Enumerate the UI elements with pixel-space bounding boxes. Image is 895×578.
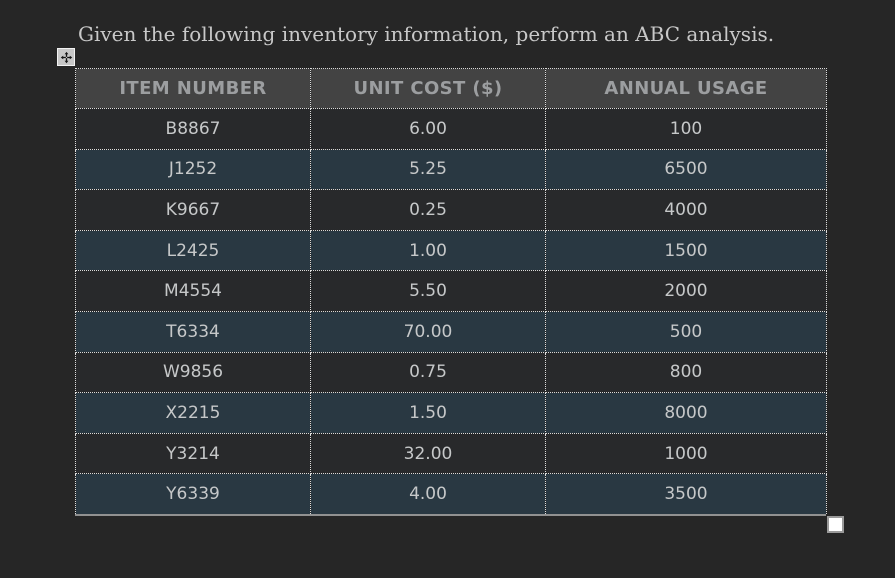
table-cell[interactable]: B8867: [75, 108, 311, 150]
inventory-table-body: B8867 6.00 100 J1252 5.25 6500 K9667 0.25 4000 L2…: [75, 108, 827, 515]
table-row[interactable]: T6334 70.00 500: [75, 310, 827, 353]
resize-handle[interactable]: [827, 516, 844, 533]
table-cell[interactable]: 4.00: [310, 473, 546, 515]
table-cell[interactable]: 800: [545, 351, 827, 394]
column-header[interactable]: UNIT COST ($): [310, 68, 546, 109]
table-cell[interactable]: 4000: [545, 189, 827, 231]
column-header[interactable]: ANNUAL USAGE: [545, 68, 827, 109]
move-icon: [60, 51, 73, 64]
table-cell[interactable]: 0.25: [310, 189, 546, 231]
table-row[interactable]: B8867 6.00 100: [75, 108, 827, 150]
table-cell[interactable]: M4554: [75, 270, 311, 312]
table-cell[interactable]: 32.00: [310, 432, 546, 475]
column-header[interactable]: ITEM NUMBER: [75, 68, 311, 109]
table-cell[interactable]: Y6339: [75, 473, 311, 515]
table-cell[interactable]: L2425: [75, 229, 311, 272]
table-cell[interactable]: K9667: [75, 189, 311, 231]
table-cell[interactable]: T6334: [75, 310, 311, 353]
table-row[interactable]: L2425 1.00 1500: [75, 229, 827, 272]
table-row[interactable]: K9667 0.25 4000: [75, 189, 827, 231]
table-cell[interactable]: 2000: [545, 270, 827, 312]
table-cell[interactable]: X2215: [75, 392, 311, 434]
table-cell[interactable]: 8000: [545, 392, 827, 434]
move-handle[interactable]: [57, 48, 75, 66]
table-cell[interactable]: 1500: [545, 229, 827, 272]
table-cell[interactable]: 100: [545, 108, 827, 150]
table-cell[interactable]: 3500: [545, 473, 827, 515]
table-cell[interactable]: 6500: [545, 148, 827, 191]
table-cell[interactable]: 1000: [545, 432, 827, 475]
table-cell[interactable]: W9856: [75, 351, 311, 394]
table-row[interactable]: X2215 1.50 8000: [75, 392, 827, 434]
table-cell[interactable]: 1.50: [310, 392, 546, 434]
table-cell[interactable]: Y3214: [75, 432, 311, 475]
table-row[interactable]: W9856 0.75 800: [75, 351, 827, 394]
slide-title: Given the following inventory informatio…: [78, 22, 775, 46]
table-cell[interactable]: 5.50: [310, 270, 546, 312]
table-row[interactable]: Y3214 32.00 1000: [75, 432, 827, 475]
inventory-table-head-row: ITEM NUMBER UNIT COST ($) ANNUAL USAGE: [75, 68, 827, 109]
table-cell[interactable]: J1252: [75, 148, 311, 191]
table-row[interactable]: Y6339 4.00 3500: [75, 473, 827, 515]
table-row[interactable]: J1252 5.25 6500: [75, 148, 827, 191]
table-row[interactable]: M4554 5.50 2000: [75, 270, 827, 312]
table-cell[interactable]: 1.00: [310, 229, 546, 272]
table-cell[interactable]: 0.75: [310, 351, 546, 394]
table-cell[interactable]: 70.00: [310, 310, 546, 353]
inventory-table[interactable]: ITEM NUMBER UNIT COST ($) ANNUAL USAGE B88…: [75, 68, 827, 517]
table-cell[interactable]: 5.25: [310, 148, 546, 191]
table-cell[interactable]: 500: [545, 310, 827, 353]
table-cell[interactable]: 6.00: [310, 108, 546, 150]
